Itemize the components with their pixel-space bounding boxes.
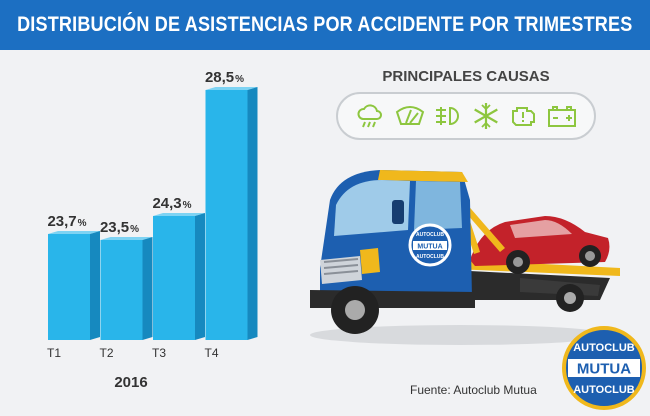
autoclub-mutua-logo: AUTOCLUB MUTUA AUTOCLUB — [562, 326, 646, 410]
value-label-t4: 28,5% — [205, 69, 244, 86]
causes-title: PRINCIPALES CAUSAS — [382, 68, 550, 85]
value-label-t1: 23,7% — [47, 213, 86, 230]
year-label: 2016 — [114, 374, 147, 391]
door-logo-bottom: AUTOCLUB — [416, 254, 444, 260]
battery-icon — [548, 106, 576, 127]
bar-t2 — [100, 240, 143, 340]
category-label-t1: T1 — [47, 346, 61, 360]
rain-cloud-icon — [357, 104, 382, 128]
source-note: Fuente: Autoclub Mutua — [410, 383, 537, 397]
logo-top-text: AUTOCLUB — [573, 342, 635, 354]
tow-truck-illustration: AUTOCLUB MUTUA AUTOCLUB — [310, 170, 620, 345]
bar-side-t4 — [247, 87, 258, 340]
engine-warning-icon — [512, 107, 535, 126]
bar-top-t2 — [100, 237, 153, 240]
bar-t4 — [205, 90, 248, 340]
bar-t1 — [48, 234, 90, 340]
causes-icon-bar — [336, 92, 596, 140]
bar-t3 — [153, 216, 195, 340]
bar-side-t1 — [90, 231, 100, 340]
category-label-t3: T3 — [152, 346, 166, 360]
value-label-t2: 23,5% — [100, 219, 139, 236]
windshield-wiper-icon — [395, 106, 425, 125]
snowflake-icon — [474, 103, 498, 129]
bar-top-t4 — [205, 87, 258, 90]
fog-light-icon — [436, 106, 459, 126]
bar-top-t3 — [153, 213, 205, 216]
logo-center-text: MUTUA — [577, 361, 631, 378]
bar-top-t1 — [48, 231, 100, 234]
category-label-t4: T4 — [204, 346, 218, 360]
value-label-t3: 24,3% — [152, 195, 191, 212]
bar-side-t2 — [142, 237, 153, 340]
bar-side-t3 — [195, 213, 205, 340]
category-label-t2: T2 — [99, 346, 113, 360]
door-logo-top: AUTOCLUB — [416, 232, 444, 238]
logo-bottom-text: AUTOCLUB — [573, 384, 635, 396]
door-logo-center: MUTUA — [417, 244, 442, 251]
bar-chart: 23,7% T1 23,5% T2 24,3% T3 28,5% T4 2016 — [47, 69, 258, 391]
chart-title: DISTRIBUCIÓN DE ASISTENCIAS POR ACCIDENT… — [0, 0, 650, 50]
